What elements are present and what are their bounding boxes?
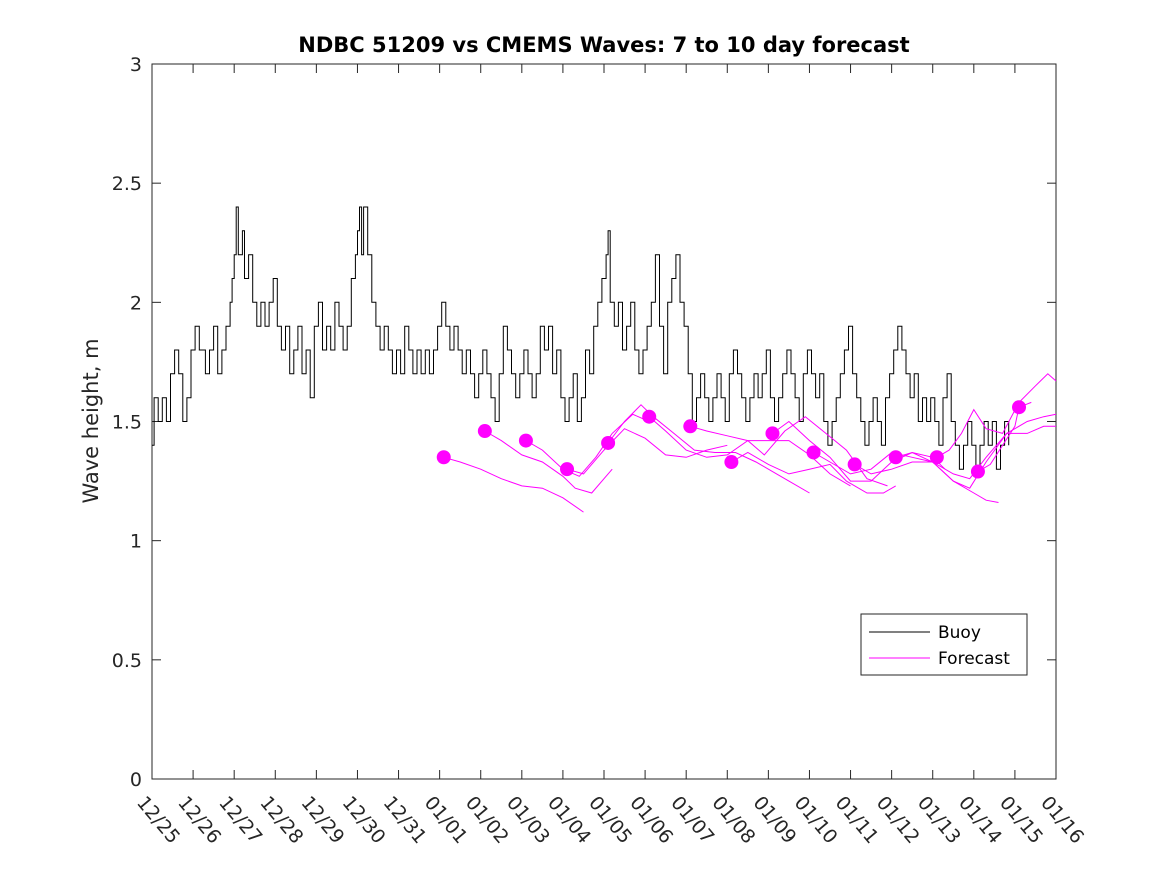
forecast-start-marker <box>724 455 739 470</box>
forecast-start-marker <box>518 433 533 448</box>
forecast-run-line <box>443 456 584 513</box>
forecast-start-marker <box>929 450 944 465</box>
legend: Buoy Forecast <box>860 613 1028 676</box>
forecast-run-line <box>813 451 999 503</box>
y-tick-label: 0.5 <box>112 650 142 672</box>
forecast-start-marker <box>477 424 492 439</box>
legend-forecast-label: Forecast <box>938 649 1010 669</box>
series-layer <box>152 206 1057 513</box>
forecast-start-marker <box>436 450 451 465</box>
y-axis: 0 0.5 1 1.5 2 2.5 3 <box>112 54 1056 791</box>
y-tick-label: 1.5 <box>112 412 142 434</box>
forecast-run-line <box>566 428 728 475</box>
forecast-start-marker <box>601 435 616 450</box>
y-tick-label: 3 <box>130 54 142 76</box>
forecast-run-line <box>731 451 896 494</box>
forecast-start-marker <box>806 445 821 460</box>
forecast-run-line <box>484 430 613 494</box>
y-axis-label: Wave height, m <box>79 338 103 503</box>
forecast-run-line <box>854 413 1057 480</box>
y-tick-label: 1 <box>130 531 142 553</box>
y-tick-label: 0 <box>130 769 142 791</box>
forecast-run-line <box>607 404 810 494</box>
forecast-run-line <box>936 373 1057 458</box>
forecast-start-marker <box>888 450 903 465</box>
forecast-start-marker <box>642 409 657 424</box>
chart-title: NDBC 51209 vs CMEMS Waves: 7 to 10 day f… <box>298 33 909 57</box>
forecast-run-line <box>525 413 650 477</box>
legend-box <box>860 613 1028 676</box>
buoy-series-line <box>152 206 1010 470</box>
forecast-start-marker <box>560 462 575 477</box>
y-tick-label: 2.5 <box>112 173 142 195</box>
forecast-start-marker <box>1012 400 1027 415</box>
forecast-start-marker <box>847 457 862 472</box>
legend-buoy-label: Buoy <box>938 623 981 643</box>
forecast-start-marker <box>765 426 780 441</box>
y-tick-label: 2 <box>130 292 142 314</box>
forecast-run-line <box>772 420 946 482</box>
forecast-start-marker <box>970 464 985 479</box>
forecast-start-marker <box>683 419 698 434</box>
